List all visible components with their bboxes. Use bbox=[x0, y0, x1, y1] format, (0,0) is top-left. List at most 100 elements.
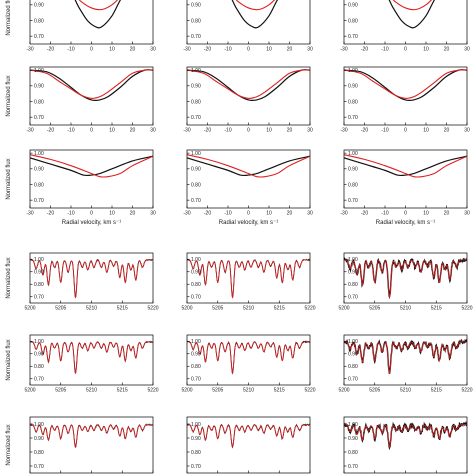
series-line-black bbox=[30, 258, 153, 299]
series-line-red bbox=[344, 69, 467, 99]
x-tick-label: 5205 bbox=[369, 388, 380, 394]
y-tick-label: 0.80 bbox=[191, 450, 201, 456]
y-tick-label: 0.90 bbox=[191, 167, 201, 173]
y-tick-label: 0.90 bbox=[34, 3, 44, 9]
y-tick-label: 0.90 bbox=[348, 84, 358, 90]
x-tick-label: 5220 bbox=[147, 306, 158, 312]
x-tick-label: 20 bbox=[287, 211, 293, 217]
y-tick-label: 0.70 bbox=[348, 464, 358, 470]
x-tick-label: -30 bbox=[26, 211, 33, 217]
y-tick-label: 0.90 bbox=[348, 270, 358, 276]
series-line-red bbox=[344, 424, 467, 448]
y-tick-label: 1.00 bbox=[348, 257, 358, 263]
y-tick-label: 0.90 bbox=[34, 167, 44, 173]
x-tick-label: -10 bbox=[67, 47, 74, 53]
series-line-black bbox=[344, 69, 467, 102]
x-tick-label: 5210 bbox=[243, 306, 254, 312]
plot-area bbox=[344, 257, 467, 300]
plot-area bbox=[187, 258, 310, 299]
x-tick-label: 0 bbox=[247, 128, 250, 134]
x-tick-label: 5205 bbox=[212, 388, 223, 394]
y-axis-title: Normalized flux bbox=[6, 424, 12, 465]
y-tick-label: 0.90 bbox=[191, 352, 201, 358]
plot-area bbox=[187, 340, 310, 375]
panel-r2-c0: -30 -20 -10 0 10 20 30 0.70 0.80 0.90 1.00 Normaliz… bbox=[6, 149, 156, 226]
y-tick-label: 0.90 bbox=[191, 84, 201, 90]
y-tick-label: 0.90 bbox=[348, 436, 358, 442]
series-line-red bbox=[187, 259, 310, 299]
y-tick-label: 0.70 bbox=[34, 34, 44, 40]
x-tick-label: -20 bbox=[361, 47, 368, 53]
x-tick-label: 5215 bbox=[117, 306, 128, 312]
x-tick-label: 5205 bbox=[55, 306, 66, 312]
x-tick-label: 0 bbox=[404, 128, 407, 134]
y-tick-label: 0.70 bbox=[348, 115, 358, 121]
x-tick-label: 5200 bbox=[338, 306, 349, 312]
x-tick-label: 5220 bbox=[304, 306, 315, 312]
y-axis-title: Normalized flux bbox=[6, 339, 12, 380]
x-tick-label: 5215 bbox=[274, 306, 285, 312]
x-tick-label: 5215 bbox=[431, 306, 442, 312]
x-tick-label: 5200 bbox=[181, 388, 192, 394]
x-tick-label: 10 bbox=[266, 47, 272, 53]
x-tick-label: -30 bbox=[340, 211, 347, 217]
y-tick-label: 0.70 bbox=[191, 115, 201, 121]
y-tick-label: 0.80 bbox=[34, 450, 44, 456]
y-tick-label: 0.80 bbox=[348, 99, 358, 105]
series-line-black bbox=[187, 423, 310, 449]
x-tick-label: 5220 bbox=[461, 388, 472, 394]
plot-area bbox=[30, 258, 153, 299]
series-line-black bbox=[388, 0, 436, 29]
series-line-red bbox=[30, 154, 153, 178]
y-tick-label: 0.70 bbox=[348, 198, 358, 204]
x-tick-label: 30 bbox=[464, 47, 470, 53]
x-tick-label: 5200 bbox=[24, 306, 35, 312]
panel-r0-c1: -30 -20 -10 0 10 20 30 0.70 0.80 0.90 bbox=[183, 0, 313, 53]
x-tick-label: 0 bbox=[247, 211, 250, 217]
plot-area bbox=[388, 0, 436, 29]
x-tick-label: 30 bbox=[150, 128, 156, 134]
series-line-red bbox=[30, 69, 153, 99]
series-line-black bbox=[30, 69, 153, 102]
y-tick-label: 0.80 bbox=[191, 182, 201, 188]
x-tick-label: 20 bbox=[444, 128, 450, 134]
panel-r2-c1: -30 -20 -10 0 10 20 30 0.70 0.80 0.90 1.00 Radial v… bbox=[183, 149, 313, 226]
x-tick-label: 5210 bbox=[243, 388, 254, 394]
x-tick-label: 30 bbox=[464, 211, 470, 217]
x-tick-label: 30 bbox=[150, 47, 156, 53]
x-tick-label: -10 bbox=[381, 128, 388, 134]
series-line-black bbox=[187, 258, 310, 299]
y-tick-label: 0.80 bbox=[348, 450, 358, 456]
panel-r1-c2: -30 -20 -10 0 10 20 30 0.70 0.80 0.90 1.00 bbox=[340, 66, 470, 134]
axes-frame bbox=[29, 334, 154, 386]
series-line-black bbox=[231, 0, 279, 29]
x-tick-label: 5200 bbox=[338, 388, 349, 394]
series-line-black bbox=[344, 420, 467, 451]
series-line-red bbox=[187, 424, 310, 448]
y-tick-label: 0.80 bbox=[34, 18, 44, 24]
plot-area bbox=[344, 154, 467, 178]
x-tick-label: -30 bbox=[183, 47, 190, 53]
y-tick-label: 1.00 bbox=[348, 68, 358, 74]
y-tick-label: 1.00 bbox=[34, 422, 44, 428]
y-tick-label: 0.70 bbox=[34, 198, 44, 204]
x-tick-label: 10 bbox=[423, 211, 429, 217]
series-line-black bbox=[30, 423, 153, 448]
panel-r1-c0: -30 -20 -10 0 10 20 30 0.70 0.80 0.90 1.00 Normaliz… bbox=[6, 66, 156, 134]
x-tick-label: 30 bbox=[150, 211, 156, 217]
plot-area bbox=[187, 423, 310, 449]
y-tick-label: 0.70 bbox=[348, 34, 358, 40]
x-tick-label: 10 bbox=[109, 47, 115, 53]
y-tick-label: 0.90 bbox=[34, 352, 44, 358]
panel-r1-c1: -30 -20 -10 0 10 20 30 0.70 0.80 0.90 1.00 bbox=[183, 66, 313, 134]
y-tick-label: 0.90 bbox=[34, 436, 44, 442]
x-tick-label: 5205 bbox=[212, 306, 223, 312]
y-tick-label: 1.00 bbox=[34, 257, 44, 263]
y-tick-label: 1.00 bbox=[191, 151, 201, 157]
y-tick-label: 0.70 bbox=[191, 198, 201, 204]
x-tick-label: 5220 bbox=[304, 388, 315, 394]
x-tick-label: -20 bbox=[204, 211, 211, 217]
x-tick-label: -20 bbox=[204, 128, 211, 134]
